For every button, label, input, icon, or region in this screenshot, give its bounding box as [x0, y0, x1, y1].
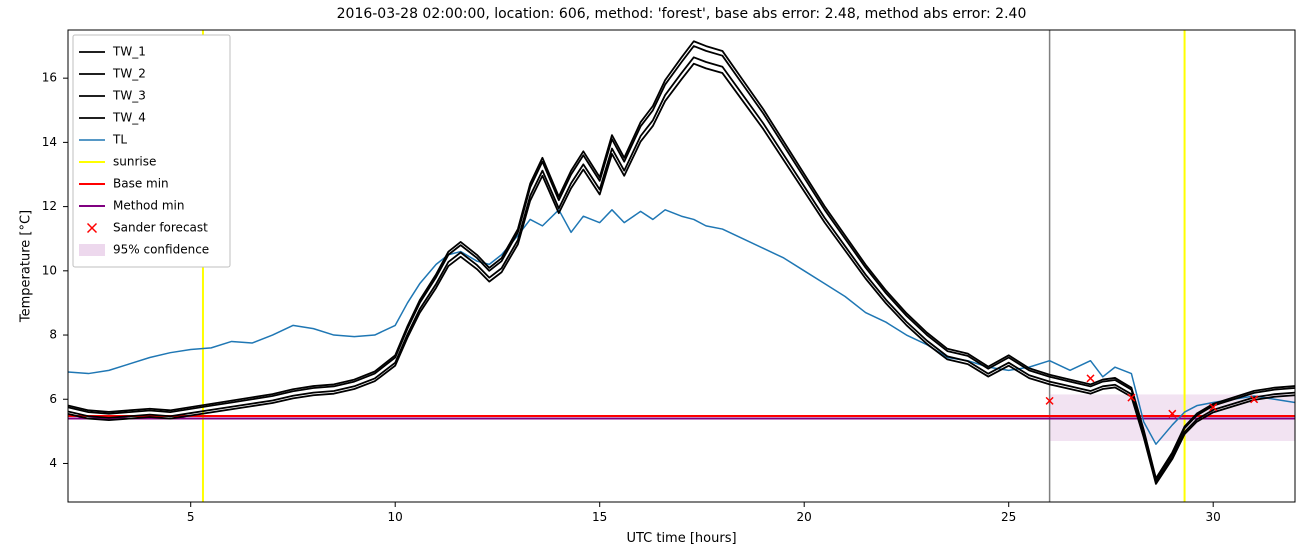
legend-label: TW_2 [112, 67, 146, 81]
ytick-label: 10 [42, 263, 57, 277]
chart-container: 5 10 15 20 25 30 4 6 8 10 12 14 16 UTC time [hours] Te… [0, 0, 1311, 547]
xtick-label: 25 [1001, 510, 1016, 524]
legend-label: TL [112, 133, 127, 147]
ytick-label: 4 [49, 456, 57, 470]
ytick-label: 16 [42, 71, 57, 85]
legend-label: TW_3 [112, 89, 146, 103]
legend-label: Base min [113, 177, 169, 191]
ytick-label: 14 [42, 135, 57, 149]
legend-label: Sander forecast [113, 221, 208, 235]
legend-label: Method min [113, 199, 184, 213]
ytick-label: 6 [49, 392, 57, 406]
ytick-label: 8 [49, 328, 57, 342]
legend-label: sunrise [113, 155, 156, 169]
xtick-label: 15 [592, 510, 607, 524]
legend-swatch [79, 244, 105, 256]
legend-label: TW_1 [112, 45, 146, 59]
xtick-label: 5 [187, 510, 195, 524]
xtick-label: 10 [388, 510, 403, 524]
x-axis-label: UTC time [hours] [626, 531, 736, 546]
chart-svg: 5 10 15 20 25 30 4 6 8 10 12 14 16 UTC time [hours] Te… [0, 0, 1311, 547]
chart-title: 2016-03-28 02:00:00, location: 606, meth… [337, 6, 1027, 22]
xtick-label: 20 [797, 510, 812, 524]
legend: TW_1 TW_2 TW_3 TW_4 TL sunrise Base min Method … [73, 35, 230, 267]
legend-label: TW_4 [112, 111, 146, 125]
ytick-label: 12 [42, 199, 57, 213]
xtick-label: 30 [1206, 510, 1221, 524]
legend-label: 95% confidence [113, 243, 209, 257]
y-axis-label: Temperature [°C] [19, 210, 34, 323]
